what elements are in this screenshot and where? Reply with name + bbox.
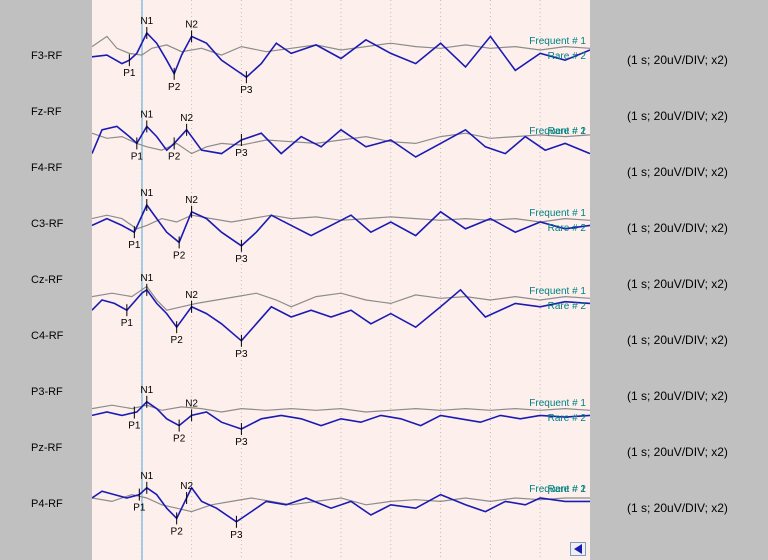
peak-label-p2: P2 bbox=[171, 526, 184, 537]
channel-scale-c4: (1 s; 20uV/DIV; x2) bbox=[627, 333, 728, 347]
peak-label-n1: N1 bbox=[140, 109, 153, 120]
peak-label-n1: N1 bbox=[140, 16, 153, 27]
channel-scale-p3: (1 s; 20uV/DIV; x2) bbox=[627, 389, 728, 403]
peak-label-n1: N1 bbox=[140, 188, 153, 199]
trace-legend-frequent-1: Frequent # 1 bbox=[529, 126, 586, 137]
arrow-left-icon bbox=[574, 544, 582, 554]
trace-legend-rare-2: Rare # 2 bbox=[548, 51, 587, 62]
peak-label-p2: P2 bbox=[168, 82, 181, 93]
peak-label-n2: N2 bbox=[185, 19, 198, 30]
peak-label-p2: P2 bbox=[168, 151, 181, 162]
rare-trace-p3-rf bbox=[92, 400, 590, 430]
peak-label-p3: P3 bbox=[235, 254, 248, 265]
peak-label-p2: P2 bbox=[173, 250, 186, 261]
frequent-trace-c3-rf bbox=[92, 214, 590, 230]
channel-label-c4: C4-RF bbox=[31, 330, 64, 342]
peak-label-p1: P1 bbox=[133, 503, 146, 514]
channel-scale-c3: (1 s; 20uV/DIV; x2) bbox=[627, 221, 728, 235]
peak-label-p3: P3 bbox=[235, 148, 248, 159]
trace-legend-rare-2: Rare # 2 bbox=[548, 223, 587, 234]
peak-label-p3: P3 bbox=[230, 530, 243, 541]
channel-label-cz: Cz-RF bbox=[31, 274, 63, 286]
peak-label-p1: P1 bbox=[128, 421, 141, 432]
peak-label-p3: P3 bbox=[235, 437, 248, 448]
peak-label-p1: P1 bbox=[131, 151, 144, 162]
trace-legend-rare-2: Rare # 2 bbox=[548, 484, 587, 495]
navigate-back-button[interactable] bbox=[570, 542, 586, 556]
peak-label-p3: P3 bbox=[235, 349, 248, 360]
channel-label-f4: F4-RF bbox=[31, 162, 63, 174]
peak-label-n1: N1 bbox=[140, 471, 153, 482]
channel-scale-cz: (1 s; 20uV/DIV; x2) bbox=[627, 277, 728, 291]
trace-legend-rare-2: Rare # 2 bbox=[548, 413, 587, 424]
frequent-trace-p4-rf bbox=[92, 493, 590, 513]
channel-label-c3: C3-RF bbox=[31, 218, 64, 230]
channel-label-p4: P4-RF bbox=[31, 498, 63, 510]
channel-label-fz: Fz-RF bbox=[31, 106, 62, 118]
peak-label-n1: N1 bbox=[140, 385, 153, 396]
frequent-trace-fz-rf bbox=[92, 132, 590, 155]
channel-scale-pz: (1 s; 20uV/DIV; x2) bbox=[627, 445, 728, 459]
peak-label-n2: N2 bbox=[185, 398, 198, 409]
trace-legend-rare-2: Rare # 2 bbox=[548, 126, 587, 137]
peak-label-p1: P1 bbox=[128, 240, 141, 251]
channel-label-pz: Pz-RF bbox=[31, 442, 63, 454]
peak-label-p2: P2 bbox=[173, 434, 186, 445]
trace-legend-frequent-1: Frequent # 1 bbox=[529, 398, 586, 409]
peak-label-n1: N1 bbox=[140, 273, 153, 284]
trace-legend-frequent-1: Frequent # 1 bbox=[529, 208, 586, 219]
frequent-trace-cz-rf bbox=[92, 285, 590, 311]
channel-scale-f4: (1 s; 20uV/DIV; x2) bbox=[627, 165, 728, 179]
channel-scale-f3: (1 s; 20uV/DIV; x2) bbox=[627, 53, 728, 67]
peak-label-n2: N2 bbox=[185, 290, 198, 301]
scale-label-column: (1 s; 20uV/DIV; x2) (1 s; 20uV/DIV; x2) … bbox=[590, 0, 768, 560]
trace-legend-frequent-1: Frequent # 1 bbox=[529, 286, 586, 297]
peak-label-p1: P1 bbox=[121, 318, 134, 329]
waveform-plot-area[interactable]: P1 N1 P2 N2 P3 Frequent # 1 Rare # 2 P1 N1 P2 N2 P3… bbox=[92, 0, 590, 560]
channel-label-f3: F3-RF bbox=[31, 50, 63, 62]
channel-label-p3: P3-RF bbox=[31, 386, 63, 398]
channel-scale-fz: (1 s; 20uV/DIV; x2) bbox=[627, 109, 728, 123]
peak-label-p1: P1 bbox=[123, 68, 136, 79]
rare-trace-fz-rf bbox=[92, 125, 590, 158]
channel-label-column: F3-RF Fz-RF F4-RF C3-RF Cz-RF C4-RF P3-R… bbox=[0, 0, 92, 560]
peak-label-n2: N2 bbox=[185, 195, 198, 206]
peak-label-p2: P2 bbox=[171, 335, 184, 346]
trace-legend-rare-2: Rare # 2 bbox=[548, 301, 587, 312]
trace-legend-frequent-1: Frequent # 1 bbox=[529, 36, 586, 47]
peak-label-n2: N2 bbox=[180, 113, 193, 124]
rare-trace-c3-rf bbox=[92, 203, 590, 247]
channel-scale-p4: (1 s; 20uV/DIV; x2) bbox=[627, 501, 728, 515]
frequent-trace-f3-rf bbox=[92, 35, 590, 56]
peak-label-p3: P3 bbox=[240, 85, 253, 96]
peak-label-n2: N2 bbox=[180, 481, 193, 492]
trace-legend-frequent-1: Frequent # 1 bbox=[529, 484, 586, 495]
rare-trace-f3-rf bbox=[92, 31, 590, 79]
rare-trace-cz-rf bbox=[92, 288, 590, 342]
